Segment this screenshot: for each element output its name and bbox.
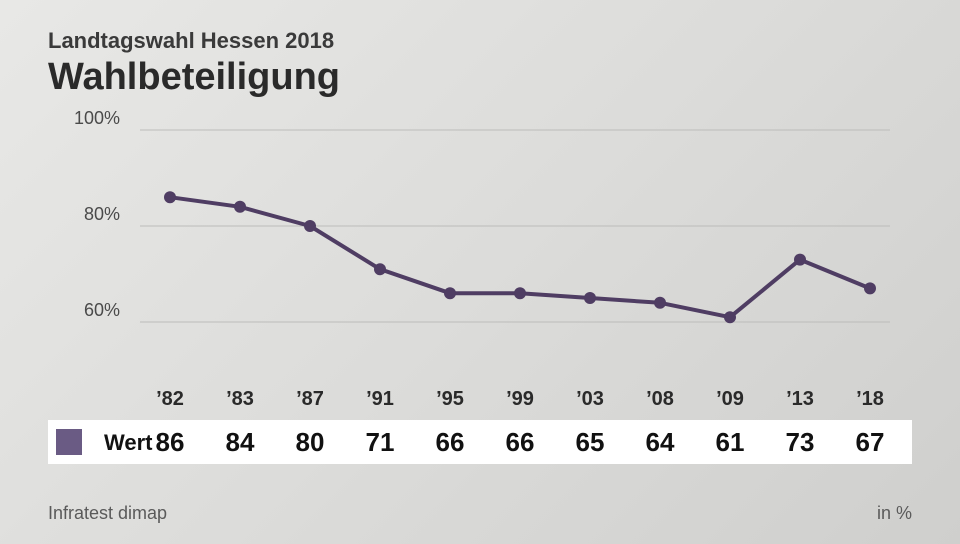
y-tick-label: 60% (84, 300, 120, 320)
data-point (374, 263, 386, 275)
data-point (304, 220, 316, 232)
x-tick-label: ’82 (156, 388, 184, 410)
value-label: 71 (366, 427, 395, 457)
x-tick-label: ’83 (226, 388, 254, 410)
y-tick-label: 80% (84, 204, 120, 224)
data-point (654, 297, 666, 309)
series-markers (164, 191, 876, 323)
value-label: 61 (716, 427, 745, 457)
x-tick-label: ’87 (296, 388, 324, 410)
value-label: 64 (646, 427, 675, 457)
data-point (234, 201, 246, 213)
legend-square (56, 429, 82, 455)
value-label: 73 (786, 427, 815, 457)
turnout-line-chart: 60% 80% 100% Wert ’82 ’83 ’87 ’91 ’95 ’99 ’03 ’08… (0, 0, 960, 544)
value-label: 84 (226, 427, 255, 457)
value-label: 67 (856, 427, 885, 457)
value-label: 65 (576, 427, 605, 457)
x-tick-label: ’08 (646, 388, 674, 410)
y-tick-label: 100% (74, 108, 120, 128)
data-point (794, 254, 806, 266)
x-tick-label: ’03 (576, 388, 604, 410)
data-point (724, 311, 736, 323)
x-tick-label: ’18 (856, 388, 884, 410)
x-tick-label: ’91 (366, 388, 394, 410)
data-point (584, 292, 596, 304)
value-label: 66 (436, 427, 465, 457)
value-label: 66 (506, 427, 535, 457)
data-point (864, 282, 876, 294)
series-label: Wert (104, 430, 153, 455)
data-point (514, 287, 526, 299)
data-point (444, 287, 456, 299)
x-tick-label: ’13 (786, 388, 814, 410)
data-point (164, 191, 176, 203)
x-tick-label: ’95 (436, 388, 464, 410)
value-label: 80 (296, 427, 325, 457)
x-axis-labels: ’82 ’83 ’87 ’91 ’95 ’99 ’03 ’08 ’09 ’13 ’18 (156, 388, 884, 410)
x-tick-label: ’99 (506, 388, 534, 410)
y-axis-labels: 60% 80% 100% (74, 108, 120, 320)
value-label: 86 (156, 427, 185, 457)
x-tick-label: ’09 (716, 388, 744, 410)
